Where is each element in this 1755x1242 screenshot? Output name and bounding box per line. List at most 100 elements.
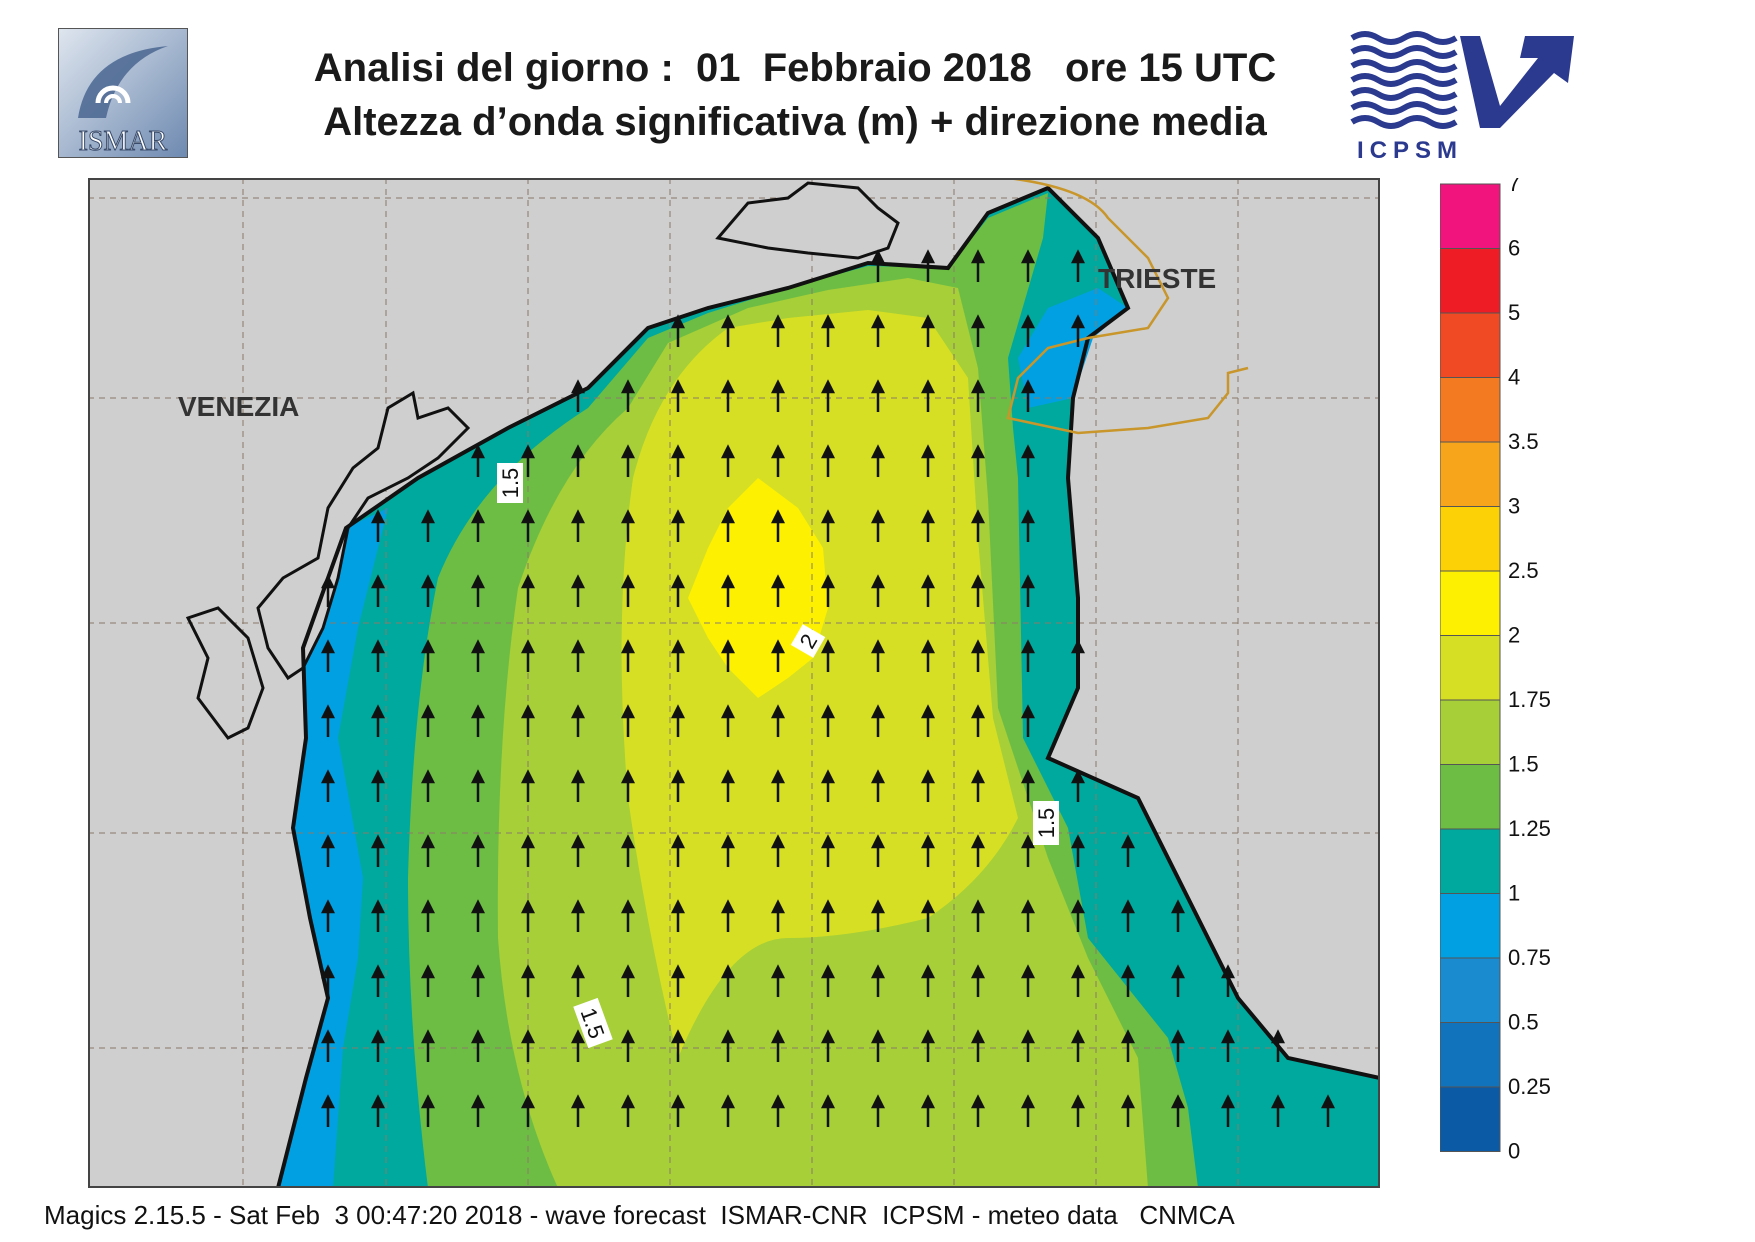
wave-arrow-head xyxy=(520,1094,536,1109)
wave-arrow-head xyxy=(320,1029,336,1044)
wave-arrow-head xyxy=(320,704,336,719)
wave-arrow-head xyxy=(1020,1094,1036,1109)
wave-arrow-head xyxy=(920,964,936,979)
wave-arrow-head xyxy=(570,444,586,459)
wave-arrow-head xyxy=(720,704,736,719)
wave-arrow-head xyxy=(720,379,736,394)
colorbar-swatch xyxy=(1440,183,1501,249)
wave-arrow-head xyxy=(1120,899,1136,914)
wave-arrow-head xyxy=(320,1094,336,1109)
colorbar-label: 6 xyxy=(1508,236,1520,261)
wave-arrow-head xyxy=(1170,964,1186,979)
colorbar-label: 1.25 xyxy=(1508,816,1551,841)
wave-arrow-head xyxy=(820,314,836,329)
wave-arrow-head xyxy=(620,574,636,589)
wave-arrow-head xyxy=(320,574,336,589)
wave-arrow-head xyxy=(820,574,836,589)
wave-arrow-head xyxy=(620,834,636,849)
wave-arrow-head xyxy=(970,314,986,329)
wave-height-map: VENEZIA TRIESTE 1.5 2 1.5 1.5 xyxy=(88,178,1380,1188)
wave-arrow-head xyxy=(370,899,386,914)
colorbar-label: 3.5 xyxy=(1508,429,1539,454)
wave-arrow-head xyxy=(370,704,386,719)
wave-arrow-head xyxy=(470,964,486,979)
wave-arrow-head xyxy=(570,509,586,524)
venice-lagoon xyxy=(185,390,471,740)
wave-arrow-head xyxy=(970,574,986,589)
wave-arrow-head xyxy=(320,834,336,849)
coastline xyxy=(276,185,1380,1188)
wave-arrow-head xyxy=(570,379,586,394)
wave-arrow-head xyxy=(570,899,586,914)
wave-arrow-head xyxy=(970,1094,986,1109)
wave-arrow-head xyxy=(370,509,386,524)
wave-arrow-head xyxy=(670,1029,686,1044)
wave-arrow-head xyxy=(820,704,836,719)
wave-arrow-head xyxy=(620,1029,636,1044)
wave-arrow-head xyxy=(970,509,986,524)
wave-arrow-head xyxy=(570,769,586,784)
wave-arrow-head xyxy=(970,444,986,459)
wave-arrow-head xyxy=(420,964,436,979)
contour-label-2: 2 xyxy=(790,624,826,658)
map-frame xyxy=(88,178,1380,1188)
wave-arrow-head xyxy=(1170,899,1186,914)
wave-arrow-head xyxy=(1020,964,1036,979)
wave-arrow-head xyxy=(770,639,786,654)
wave-arrow-head xyxy=(670,509,686,524)
wave-arrow-head xyxy=(720,769,736,784)
wave-arrow-head xyxy=(520,509,536,524)
wave-arrow-head xyxy=(820,834,836,849)
wave-arrow-head xyxy=(370,769,386,784)
wave-arrow-head xyxy=(720,444,736,459)
wave-arrow-head xyxy=(420,509,436,524)
wave-arrow-head xyxy=(870,379,886,394)
wave-arrow-head xyxy=(1220,1094,1236,1109)
wave-arrow-head xyxy=(1020,639,1036,654)
wave-arrow-head xyxy=(870,964,886,979)
contour-label-3: 1.5 xyxy=(1033,801,1059,845)
wave-arrow-head xyxy=(970,769,986,784)
wave-arrow-head xyxy=(670,704,686,719)
wave-arrow-head xyxy=(720,314,736,329)
wave-arrow-head xyxy=(720,1029,736,1044)
wave-arrow-head xyxy=(920,1094,936,1109)
wave-arrow-head xyxy=(1020,314,1036,329)
wave-arrow-head xyxy=(1170,1094,1186,1109)
wave-arrow-head xyxy=(470,574,486,589)
colorbar: 7 6 5 4 3.5 3 2.5 2 1.75 1.5 1.25 1 0.75 0.5 0.25 0 xyxy=(1440,178,1551,1164)
contour-1-75 xyxy=(621,310,1018,1058)
wave-arrow-head xyxy=(820,444,836,459)
wave-arrow-head xyxy=(920,444,936,459)
colorbar-label: 2 xyxy=(1508,623,1520,648)
wave-arrow-head xyxy=(870,444,886,459)
wave-arrow-head xyxy=(970,249,986,264)
wave-arrow-head xyxy=(770,834,786,849)
wave-arrow-head xyxy=(470,769,486,784)
city-label-venezia: VENEZIA xyxy=(178,391,299,422)
wave-arrow-head xyxy=(1070,1029,1086,1044)
wave-arrow-head xyxy=(470,639,486,654)
wave-arrow-head xyxy=(470,704,486,719)
wave-arrow-head xyxy=(1020,899,1036,914)
wave-arrow-head xyxy=(520,704,536,719)
svg-text:1.5: 1.5 xyxy=(498,468,523,499)
svg-text:1.5: 1.5 xyxy=(1034,808,1059,839)
grado-lagoon xyxy=(715,181,900,260)
wave-arrow-head xyxy=(870,639,886,654)
wave-arrow-head xyxy=(820,899,836,914)
colorbar-label: 1 xyxy=(1508,881,1520,906)
wave-arrow-head xyxy=(1070,769,1086,784)
wave-arrow-head xyxy=(770,574,786,589)
wave-arrow-head xyxy=(1070,899,1086,914)
wave-arrow-head xyxy=(720,964,736,979)
ismar-logo-text: ISMAR xyxy=(79,126,168,157)
wave-arrow-head xyxy=(370,964,386,979)
wave-arrow-head xyxy=(1020,509,1036,524)
colorbar-label: 0 xyxy=(1508,1139,1520,1164)
wave-arrow-head xyxy=(820,639,836,654)
colorbar-swatch xyxy=(1440,506,1501,572)
wave-arrow-head xyxy=(570,1029,586,1044)
colorbar-swatch xyxy=(1440,764,1501,830)
wave-arrow-head xyxy=(320,639,336,654)
